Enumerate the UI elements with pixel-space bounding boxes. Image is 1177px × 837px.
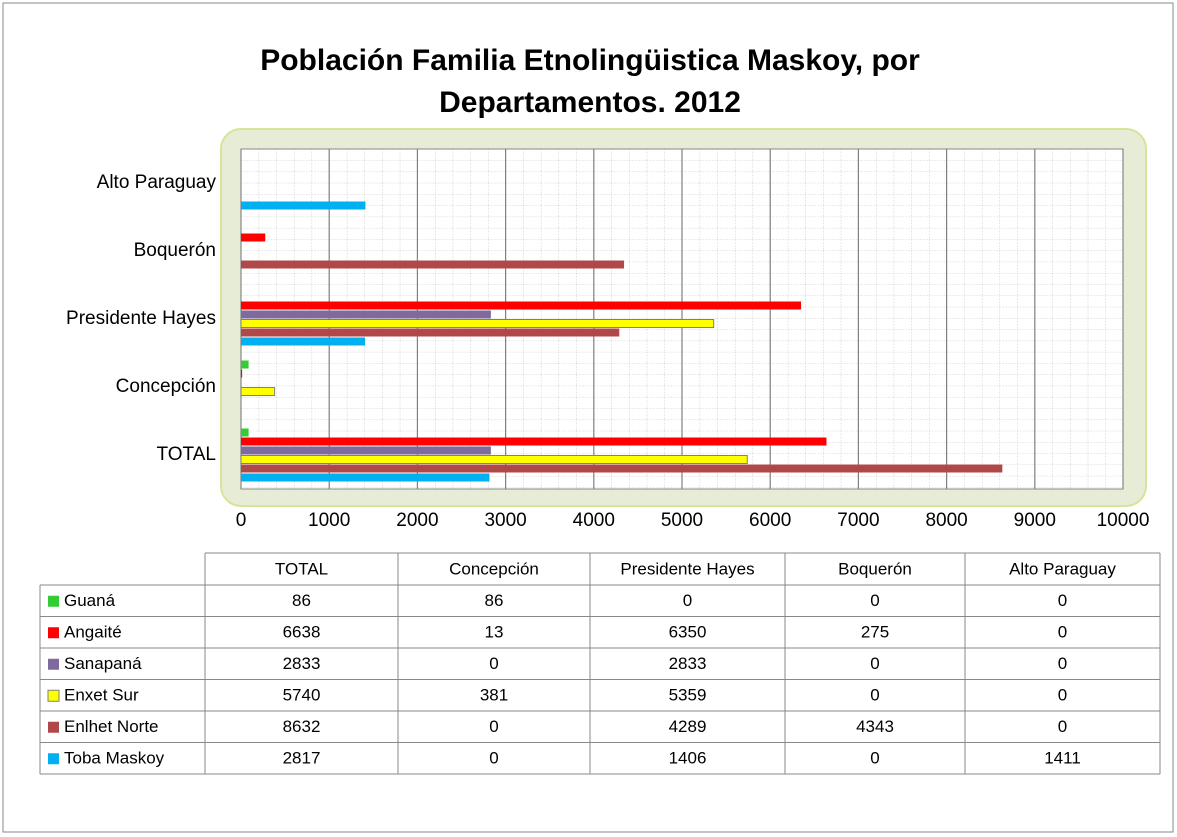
x-tick-label: 6000	[749, 510, 791, 531]
bar	[241, 301, 802, 310]
table-value: 0	[870, 654, 879, 673]
table-value: 0	[1058, 654, 1067, 673]
bar	[241, 473, 490, 482]
bar	[241, 337, 366, 346]
table-value: 0	[1058, 623, 1067, 642]
x-tick-label: 1000	[308, 510, 350, 531]
x-tick-label: 8000	[925, 510, 967, 531]
legend-label: Toba Maskoy	[64, 749, 165, 768]
bar	[241, 428, 249, 437]
table-value: 0	[489, 717, 498, 736]
table-value: 86	[485, 591, 504, 610]
table-value: 1411	[1044, 749, 1081, 768]
x-tick-label: 7000	[837, 510, 879, 531]
table-header: Presidente Hayes	[620, 559, 754, 578]
table-value: 4343	[856, 717, 894, 736]
bar	[241, 464, 1003, 473]
legend-swatch	[47, 689, 60, 702]
chart-title: Población Familia Etnolingüistica Maskoy…	[260, 44, 920, 119]
bar	[241, 446, 491, 455]
bar	[241, 328, 620, 337]
bar	[241, 233, 266, 242]
table-header: Concepción	[449, 559, 539, 578]
table-value: 0	[1058, 591, 1067, 610]
x-tick-label: 9000	[1014, 510, 1056, 531]
table-value: 6638	[283, 623, 321, 642]
legend-label: Enlhet Norte	[64, 717, 159, 736]
bar	[241, 360, 249, 369]
bar	[241, 201, 366, 210]
legend-label: Angaité	[64, 623, 122, 642]
table-value: 5359	[669, 686, 707, 705]
legend-swatch	[48, 658, 59, 670]
x-tick-label: 4000	[573, 510, 615, 531]
bar	[241, 369, 243, 378]
table-value: 0	[870, 749, 879, 768]
y-tick-label: Alto Paraguay	[97, 172, 217, 193]
y-tick-label: TOTAL	[157, 444, 216, 465]
table-value: 86	[292, 591, 311, 610]
table-header: Alto Paraguay	[1009, 559, 1116, 578]
x-tick-label: 10000	[1097, 510, 1150, 531]
table-value: 275	[861, 623, 889, 642]
bar	[240, 387, 276, 396]
x-tick-label: 3000	[484, 510, 526, 531]
legend-label: Sanapaná	[64, 654, 142, 673]
y-tick-label: Concepción	[116, 376, 216, 397]
x-tick-label: 0	[236, 510, 247, 531]
table-value: 0	[870, 686, 879, 705]
table-value: 2833	[669, 654, 707, 673]
legend-label: Guaná	[64, 591, 116, 610]
table-value: 0	[489, 654, 498, 673]
y-tick-label: Boquerón	[134, 240, 216, 261]
table-value: 2833	[283, 654, 321, 673]
table-value: 2817	[283, 749, 321, 768]
table-value: 8632	[283, 717, 321, 736]
legend-swatch	[48, 721, 59, 733]
legend-swatch	[48, 627, 59, 639]
bar	[241, 260, 625, 269]
bar	[241, 310, 491, 319]
table-value: 0	[489, 749, 498, 768]
table-value: 0	[1058, 686, 1067, 705]
table-value: 381	[480, 686, 508, 705]
bar	[241, 437, 827, 446]
table-value: 6350	[669, 623, 707, 642]
bar	[240, 319, 715, 328]
legend-swatch	[48, 595, 59, 607]
x-tick-label: 2000	[396, 510, 438, 531]
table-value: 0	[1058, 717, 1067, 736]
bar	[240, 455, 748, 464]
table-value: 0	[683, 591, 692, 610]
table-value: 4289	[669, 717, 707, 736]
table-value: 1406	[669, 749, 707, 768]
table-header: Boquerón	[838, 559, 912, 578]
table-header: TOTAL	[275, 559, 328, 578]
table-value: 13	[485, 623, 504, 642]
x-tick-label: 5000	[661, 510, 703, 531]
table-value: 5740	[283, 686, 321, 705]
data-table: TOTAL Concepción Presidente Hayes Boquerón A…	[39, 552, 1161, 775]
legend-swatch	[48, 753, 59, 765]
table-value: 0	[870, 591, 879, 610]
y-tick-label: Presidente Hayes	[66, 308, 216, 329]
legend-label: Enxet Sur	[64, 686, 139, 705]
